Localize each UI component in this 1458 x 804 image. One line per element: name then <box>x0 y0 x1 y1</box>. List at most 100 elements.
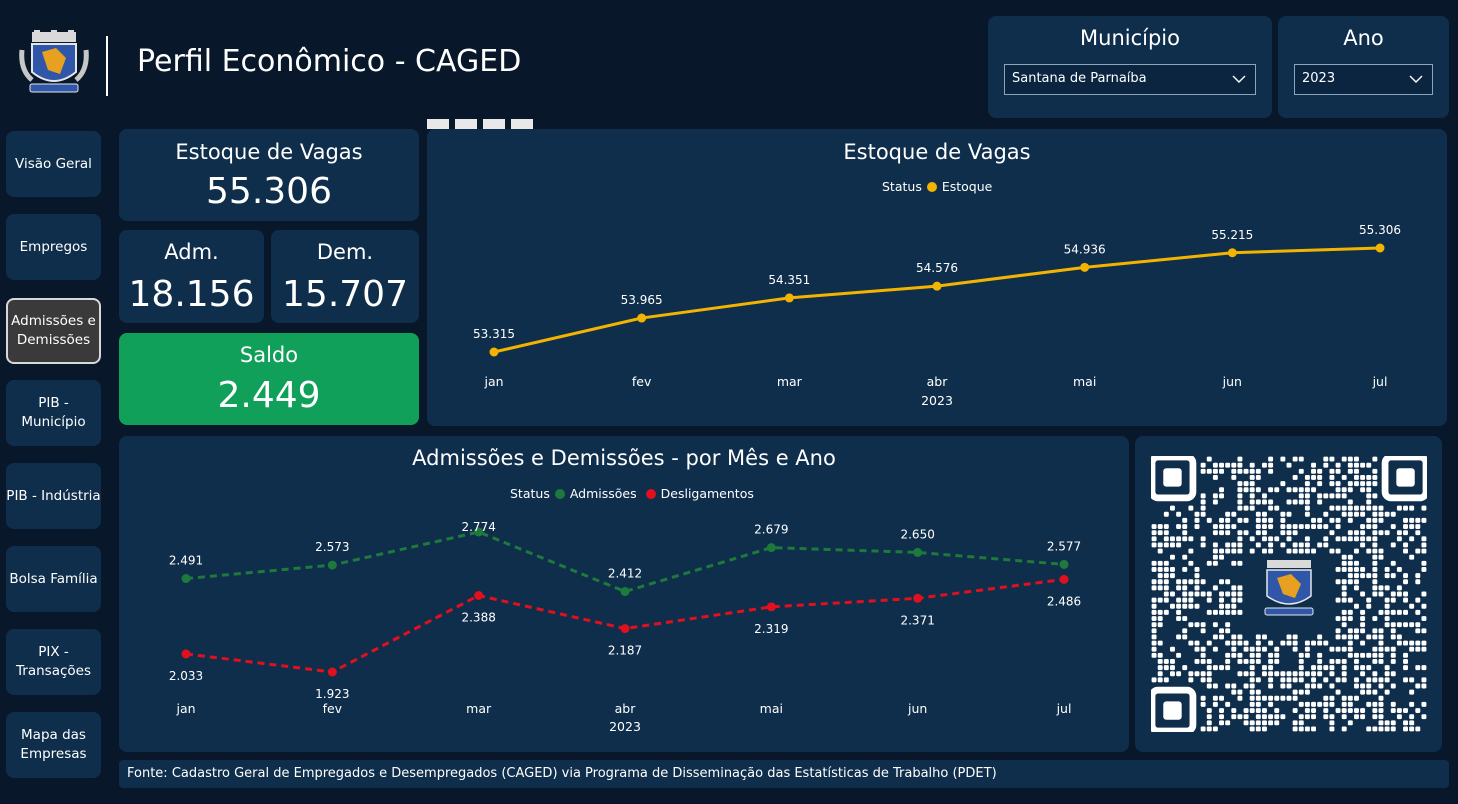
estoque-point <box>784 293 794 303</box>
nav-label: Admissões e Demissões <box>11 313 96 348</box>
desligamentos-data-label: 1.923 <box>315 687 349 701</box>
x-tick-label: abr <box>927 374 949 389</box>
nav-admissoes-demissoes[interactable]: Admissões e Demissões <box>6 298 101 364</box>
estoque-point <box>1227 248 1237 258</box>
admissoes-point <box>181 574 191 584</box>
nav-label: Empregos <box>19 238 88 255</box>
admissoes-data-label: 2.412 <box>608 567 642 581</box>
nav-pix-transacoes[interactable]: PIX - Transações <box>6 629 101 695</box>
estoque-point <box>1375 243 1385 253</box>
estoque-data-label: 55.306 <box>1359 223 1401 237</box>
estoque-point <box>637 313 647 323</box>
x-group-label: 2023 <box>921 393 953 408</box>
visual-options-icon[interactable] <box>483 119 505 129</box>
legend-series-label: Admissões <box>569 486 637 501</box>
x-tick-label: mai <box>760 701 783 716</box>
qr-finder-center <box>1396 468 1415 487</box>
x-tick-label: jul <box>1056 701 1072 716</box>
legend-dot <box>554 488 565 499</box>
desligamentos-point <box>327 667 337 677</box>
qr-modules <box>1151 456 1427 732</box>
municipio-select[interactable]: Santana de Parnaíba <box>1004 64 1256 95</box>
estoque-data-label: 54.351 <box>768 273 810 287</box>
estoque-point <box>1080 262 1090 272</box>
nav-visao-geral[interactable]: Visão Geral <box>6 131 101 197</box>
x-tick-label: fev <box>632 374 652 389</box>
admissoes-point <box>1059 559 1069 569</box>
estoque-chart-title: Estoque de Vagas <box>843 140 1031 164</box>
estoque-data-label: 54.936 <box>1064 242 1106 256</box>
nav-label: PIB - Município <box>21 395 86 430</box>
visual-options-icon[interactable] <box>511 119 533 129</box>
x-group-label: 2023 <box>609 719 641 734</box>
admissoes-chart-panel: Admissões e Demissões - por Mês e Ano St… <box>119 436 1129 752</box>
desligamentos-point <box>913 593 923 603</box>
header-divider <box>106 36 108 96</box>
adm-kpi-label: Adm. <box>164 240 219 264</box>
visual-options-icon[interactable] <box>427 119 449 129</box>
legend-series-label: Estoque <box>941 179 993 194</box>
admissoes-chart-legend: Status Admissões Desligamentos <box>510 486 754 501</box>
nav-empregos[interactable]: Empregos <box>6 214 101 280</box>
qr-logo-crown <box>1267 560 1311 568</box>
qr-finder-center <box>1163 468 1182 487</box>
municipio-filter-panel: Município Santana de Parnaíba <box>988 16 1272 118</box>
estoque-data-label: 53.315 <box>473 327 515 341</box>
nav-bolsa-familia[interactable]: Bolsa Família <box>6 546 101 612</box>
estoque-line-chart: 53.315 jan 53.965 fev 54.351 mar 54.576 abr 54.9… <box>473 223 1401 408</box>
ano-select-value: 2023 <box>1302 71 1336 86</box>
desligamentos-data-label: 2.187 <box>608 644 642 658</box>
admissoes-point <box>620 587 630 597</box>
dem-kpi-value: 15.707 <box>282 274 408 315</box>
legend-dot <box>926 181 937 192</box>
x-tick-label: mar <box>777 374 803 389</box>
municipio-label: Município <box>1080 26 1180 50</box>
estoque-data-label: 55.215 <box>1211 228 1253 242</box>
chevron-down-icon <box>1409 75 1423 83</box>
desligamentos-data-label: 2.033 <box>169 669 203 683</box>
desligamentos-data-label: 2.388 <box>461 611 495 625</box>
visual-options-icon[interactable] <box>455 119 477 129</box>
legend-title: Status <box>882 179 922 194</box>
legend-dot <box>645 488 656 499</box>
ano-label: Ano <box>1343 26 1384 50</box>
estoque-point <box>489 347 499 357</box>
x-tick-label: mar <box>466 701 492 716</box>
qr-logo-map <box>1277 574 1301 598</box>
saldo-kpi-value: 2.449 <box>217 375 321 416</box>
saldo-kpi-card: Saldo 2.449 <box>119 333 419 425</box>
admissoes-line-chart: 2.491 2.573 2.774 2.412 2.679 2.650 2.577 2.033… <box>169 520 1081 734</box>
x-tick-label: abr <box>615 701 637 716</box>
nav-pib-industria[interactable]: PIB - Indústria <box>6 463 101 529</box>
ano-select[interactable]: 2023 <box>1294 64 1433 95</box>
legend-title: Status <box>510 486 550 501</box>
estoque-chart-legend: Status Estoque <box>882 179 992 194</box>
adm-kpi-card: Adm. 18.156 <box>119 230 264 323</box>
admissoes-data-label: 2.491 <box>169 554 203 568</box>
qr-finder-pattern <box>1151 456 1197 502</box>
x-tick-label: jan <box>175 701 195 716</box>
estoque-kpi-card: Estoque de Vagas 55.306 <box>119 129 419 221</box>
nav-mapa-empresas[interactable]: Mapa das Empresas <box>6 712 101 778</box>
x-tick-label: mai <box>1073 374 1096 389</box>
nav-label: Bolsa Família <box>9 570 98 587</box>
estoque-kpi-label: Estoque de Vagas <box>175 140 363 164</box>
x-tick-label: jan <box>483 374 503 389</box>
admissoes-data-label: 2.679 <box>754 523 788 537</box>
qr-code-icon <box>1151 456 1427 732</box>
page-title: Perfil Econômico - CAGED <box>137 44 522 79</box>
admissoes-data-label: 2.573 <box>315 540 349 554</box>
dem-kpi-card: Dem. 15.707 <box>271 230 419 323</box>
nav-pib-municipio[interactable]: PIB - Município <box>6 380 101 446</box>
nav-label: Mapa das Empresas <box>20 727 87 762</box>
qr-code-panel <box>1135 436 1442 752</box>
qr-finder-center <box>1163 701 1182 720</box>
desligamentos-data-label: 2.371 <box>900 613 934 627</box>
nav-label: PIB - Indústria <box>6 487 101 504</box>
legend-series-label: Desligamentos <box>660 486 754 501</box>
qr-finder-pattern <box>1151 686 1197 732</box>
ano-filter-panel: Ano 2023 <box>1278 16 1449 118</box>
admissoes-chart-title: Admissões e Demissões - por Mês e Ano <box>412 446 836 470</box>
admissoes-point <box>327 560 337 570</box>
estoque-data-label: 54.576 <box>916 261 958 275</box>
